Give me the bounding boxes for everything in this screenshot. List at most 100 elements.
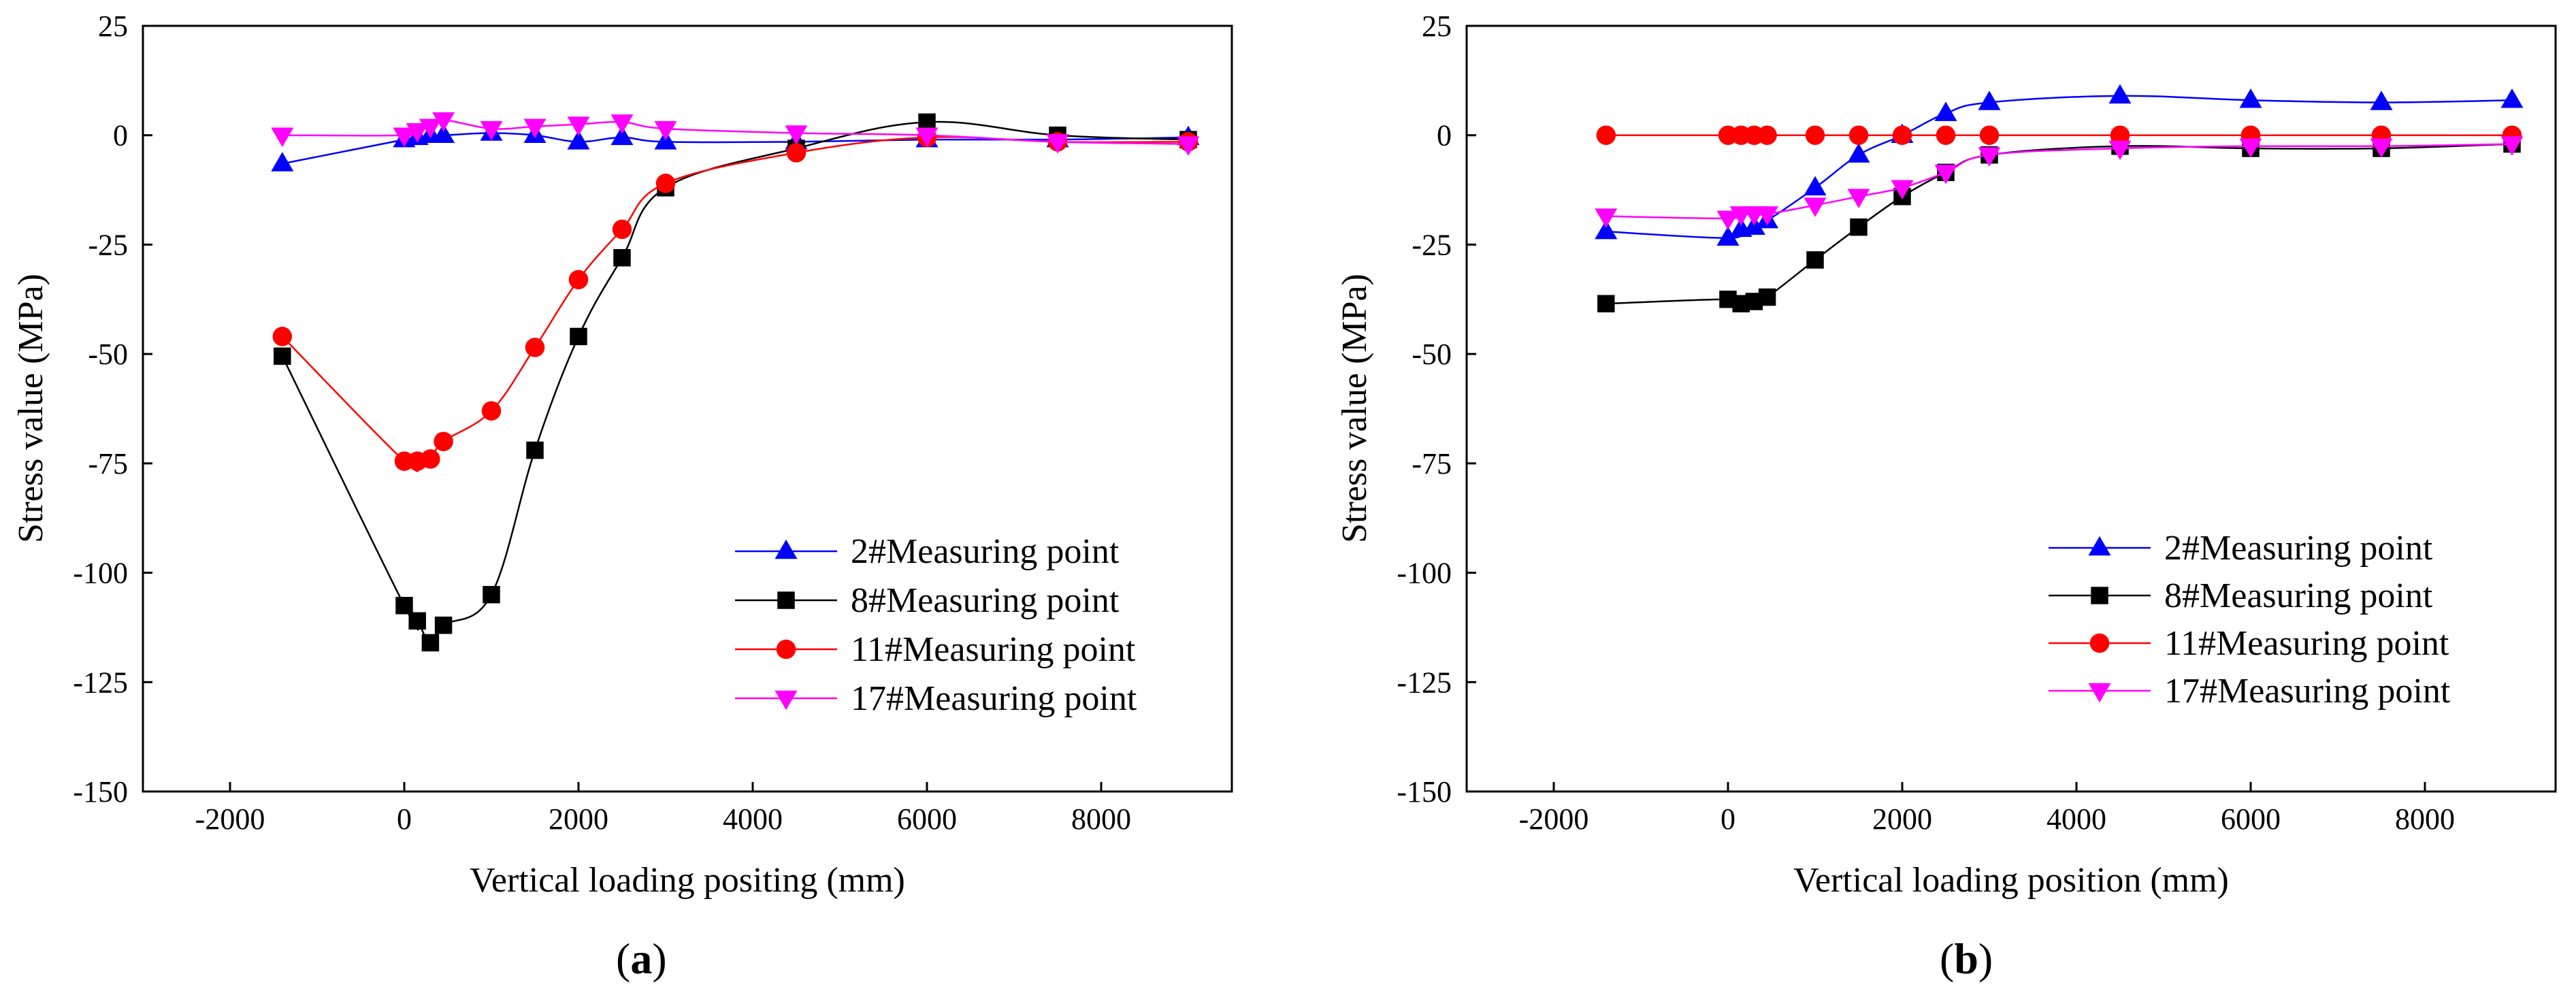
data-point-b-0-8	[1934, 101, 1957, 121]
y-tick-label-b-5: -25	[1412, 228, 1452, 261]
data-point-a-0-8	[610, 125, 634, 146]
plot-frame-a	[142, 25, 1233, 793]
data-point-a-2-7	[568, 270, 589, 290]
panel-label-a: (a)	[616, 934, 667, 983]
x-tick-label-b-2: 2000	[1872, 802, 1932, 836]
data-point-a-1-5	[483, 585, 500, 604]
panel-label-b: (b)	[1940, 934, 1993, 983]
data-point-b-3-1	[1716, 210, 1740, 231]
data-point-a-2-8	[612, 219, 632, 240]
data-point-a-0-7	[567, 130, 590, 150]
x-tick-label-b-0: -2000	[1519, 802, 1589, 836]
data-point-b-3-7	[1891, 180, 1914, 200]
data-point-a-3-2	[406, 123, 429, 143]
data-point-a-2-10	[786, 143, 806, 163]
data-point-a-3-9	[654, 120, 677, 141]
data-point-b-0-1	[1716, 226, 1740, 246]
data-point-b-3-13	[2500, 136, 2524, 156]
data-point-b-2-6	[1848, 125, 1869, 145]
y-tick-label-a-7: 25	[98, 10, 128, 43]
legend-marker-b-3	[2088, 683, 2111, 703]
legend-marker-a-2	[776, 639, 796, 659]
y-tick-label-b-2: -100	[1397, 557, 1452, 590]
data-point-a-0-4	[432, 123, 455, 143]
x-tick-label-b-5: 8000	[2395, 802, 2455, 836]
data-point-a-1-3	[421, 634, 440, 652]
data-point-b-1-5	[1806, 251, 1824, 269]
data-point-b-0-11	[2239, 88, 2262, 108]
chart-panel-a: -2000 0 2000 4000 6000 8000 -150 -125 -100 -75 -5…	[12, 10, 1233, 983]
data-point-b-3-4	[1756, 206, 1779, 226]
y-tick-label-a-1: -125	[73, 666, 128, 699]
data-point-a-3-5	[480, 120, 503, 141]
data-point-b-3-11	[2239, 138, 2262, 159]
y-tick-label-a-2: -100	[73, 557, 128, 590]
y-tick-label-a-6: 0	[113, 119, 128, 152]
data-point-a-3-0	[271, 127, 294, 147]
data-point-a-3-8	[610, 114, 634, 134]
data-point-b-2-4	[1757, 125, 1777, 145]
data-point-b-2-0	[1596, 125, 1616, 145]
data-point-a-3-4	[432, 112, 455, 132]
data-point-a-1-1	[395, 597, 413, 615]
data-point-b-3-6	[1847, 189, 1870, 208]
y-tick-label-b-4: -50	[1412, 338, 1452, 371]
data-point-b-2-8	[1936, 125, 1956, 145]
data-point-b-0-12	[2370, 91, 2393, 110]
series-b	[1595, 84, 2524, 312]
data-point-b-2-7	[1892, 125, 1912, 145]
y-tick-label-b-6: 0	[1437, 119, 1452, 152]
x-tick-label-b-1: 0	[1721, 802, 1735, 836]
legend-label-b-1: 8#Measuring point	[2164, 576, 2433, 615]
legend-a: 2#Measuring point 8#Measuring point 11#Mea…	[735, 532, 1137, 718]
x-axis-label-b: Vertical loading position (mm)	[1793, 861, 2229, 900]
y-ticks-a: -150 -125 -100 -75 -50 -25 0 25	[73, 10, 152, 809]
y-axis-label-a: Stress value (MPa)	[12, 274, 50, 543]
data-point-a-3-6	[523, 118, 547, 139]
data-point-a-3-13	[1177, 136, 1200, 156]
x-tick-label-a-4: 6000	[897, 802, 957, 836]
data-point-b-2-5	[1805, 125, 1825, 145]
data-point-b-3-9	[1978, 147, 2001, 167]
data-point-b-2-9	[1979, 125, 2000, 145]
x-tick-label-a-3: 4000	[723, 802, 783, 836]
data-point-b-0-6	[1847, 143, 1870, 163]
legend-label-a-2: 11#Measuring point	[851, 630, 1136, 669]
data-point-b-0-13	[2500, 88, 2524, 108]
data-point-b-1-0	[1597, 295, 1615, 312]
data-point-b-0-5	[1804, 176, 1827, 196]
data-point-a-1-2	[408, 612, 426, 630]
panel-letter-a: a	[630, 934, 652, 983]
data-point-a-2-9	[655, 174, 676, 193]
data-point-a-2-3	[421, 449, 440, 469]
data-point-a-3-12	[1046, 134, 1069, 154]
y-axis-label-b: Stress value (MPa)	[1335, 274, 1374, 543]
x-tick-label-a-0: -2000	[195, 802, 265, 836]
plot-frame-b	[1465, 25, 2557, 793]
legend-marker-b-2	[2089, 633, 2110, 653]
data-point-a-3-10	[785, 125, 808, 145]
y-tick-label-b-7: 25	[1422, 10, 1452, 43]
y-tick-label-a-0: -150	[73, 775, 128, 809]
y-tick-label-b-3: -75	[1412, 447, 1452, 480]
data-point-b-3-12	[2370, 138, 2393, 159]
data-point-a-0-0	[271, 152, 294, 172]
data-point-a-2-5	[481, 401, 502, 421]
legend-label-a-3: 17#Measuring point	[851, 679, 1137, 718]
x-tick-label-a-5: 8000	[1071, 802, 1131, 836]
chart-panel-b: -2000 0 2000 4000 6000 8000 -150 -125 -100 -75 -5…	[1335, 10, 2557, 983]
y-ticks-b: -150 -125 -100 -75 -50 -25 0 25	[1397, 10, 1476, 809]
data-point-a-1-7	[570, 327, 587, 346]
y-tick-label-a-4: -50	[88, 338, 128, 371]
data-point-b-3-10	[2108, 140, 2132, 161]
y-tick-label-a-3: -75	[88, 447, 128, 480]
data-point-b-0-10	[2108, 84, 2132, 104]
data-point-a-3-11	[915, 127, 939, 147]
legend-marker-a-3	[775, 690, 798, 711]
data-point-b-3-5	[1804, 197, 1827, 217]
legend-label-b-0: 2#Measuring point	[2164, 529, 2433, 568]
legend-b: 2#Measuring point 8#Measuring point 11#Mea…	[2049, 529, 2451, 711]
data-point-b-3-0	[1595, 208, 1618, 228]
data-point-a-3-7	[567, 116, 590, 136]
